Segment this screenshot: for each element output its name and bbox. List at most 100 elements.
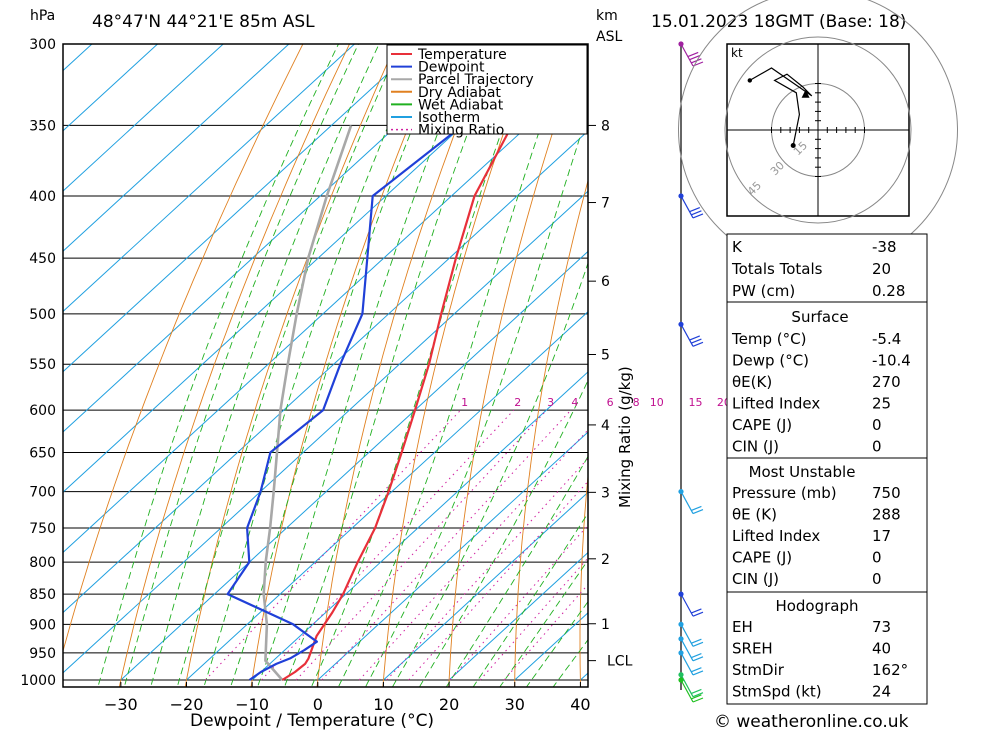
most-unstable-row-value: 17: [872, 527, 891, 545]
mixing-ratio-line-3: [295, 409, 547, 681]
wind-barb: [680, 195, 704, 219]
surface-row-label: Dewp (°C): [732, 352, 809, 370]
mixing-ratio-label-10: 10: [650, 396, 664, 409]
hodograph-table-title: Hodograph: [775, 597, 858, 615]
totals-totals-value: 20: [872, 260, 891, 278]
legend-box: [386, 44, 588, 135]
pressure-tick-label: 700: [29, 485, 56, 501]
legend-label: Dry Adiabat: [418, 85, 501, 101]
dry-adiabat: [579, 471, 588, 687]
dry-adiabat: [184, 44, 397, 687]
most-unstable-row-value: 750: [872, 484, 901, 502]
hodograph-end-dot: [747, 78, 752, 83]
dry-adiabat: [382, 44, 537, 687]
wet-adiabat: [391, 261, 588, 687]
isotherm: [317, 431, 588, 681]
temperature-line: [281, 44, 563, 681]
pressure-tick-label: 400: [29, 189, 56, 205]
km-tick-label: 1: [601, 617, 610, 633]
hodograph-ring: [724, 36, 912, 224]
surface-title: Surface: [791, 308, 848, 326]
surface-row-label: Temp (°C): [731, 330, 806, 348]
plot-frame: [62, 43, 589, 688]
x-tick-label: −20: [170, 695, 204, 714]
km-tick-label: 7: [601, 196, 610, 212]
km-tick-label: 8: [601, 118, 610, 134]
hodograph-unit: kt: [731, 46, 743, 60]
km-unit-label: km: [596, 8, 618, 24]
wind-barb: [680, 652, 704, 676]
most-unstable-row-label: CAPE (J): [732, 549, 792, 567]
hodograph-row-label: StmSpd (kt): [732, 683, 822, 701]
wet-adiabat: [525, 600, 588, 687]
wet-adiabat: [123, 44, 359, 687]
wet-adiabat: [337, 44, 571, 687]
pressure-tick-label: 550: [29, 357, 56, 373]
pressure-tick-label: 450: [29, 251, 56, 267]
most-unstable-row-label: Pressure (mb): [732, 484, 837, 502]
pressure-tick-label: 300: [29, 37, 56, 53]
surface-table: [726, 301, 928, 459]
mixing-ratio-line-2: [261, 409, 515, 681]
plot-background: [63, 44, 588, 687]
hodograph-row-value: 162°: [872, 661, 908, 679]
km-tick-label: 6: [601, 274, 610, 290]
mixing-ratio-line-4: [321, 409, 572, 681]
hodograph-row-label: EH: [732, 618, 753, 636]
hodograph-table: [726, 591, 928, 705]
dry-adiabat: [316, 44, 490, 687]
isotherm: [63, 190, 588, 674]
isotherm: [63, 44, 159, 132]
x-tick-label: 30: [505, 695, 525, 714]
hodograph-row-value: 40: [872, 640, 891, 658]
wet-adiabat: [256, 44, 474, 687]
surface-rows: Temp (°C) -5.4 Dewp (°C) -10.4 θE(K) 270 Lifte…: [731, 330, 911, 456]
plot-labels: 1234681015202530035040045050055060065070…: [20, 37, 753, 714]
hodograph-start-dot: [790, 143, 796, 148]
mixing-ratio-label-6: 6: [607, 396, 614, 409]
isotherm: [63, 44, 290, 252]
wind-barb: [680, 593, 704, 617]
most-unstable-row-label: CIN (J): [732, 570, 779, 588]
surface-row-label: θE(K): [732, 373, 772, 391]
legend-label: Temperature: [417, 47, 507, 63]
pressure-unit-label: hPa: [30, 8, 55, 24]
most-unstable-row-label: θE (K): [732, 506, 777, 524]
surface-row-value: -10.4: [872, 352, 911, 370]
km-tick-label: 3: [601, 485, 610, 501]
pressure-tick-label: 850: [29, 587, 56, 603]
most-unstable-row-value: 0: [872, 570, 882, 588]
k-index-value: -38: [872, 238, 897, 256]
legend-label: Dewpoint: [418, 60, 485, 76]
wind-barb: [680, 679, 704, 703]
mixing-ratio-line-6: [358, 429, 588, 681]
wet-adiabat: [150, 44, 380, 687]
hodograph-trace: [749, 67, 813, 146]
pressure-tick-label: 650: [29, 445, 56, 461]
surface-row-value: -5.4: [872, 330, 901, 348]
mixing-ratio-label-1: 1: [461, 396, 468, 409]
pressure-tick-label: 750: [29, 521, 56, 537]
wind-profile: [678, 41, 704, 703]
surface-row-value: 0: [872, 416, 882, 434]
dry-adiabat: [63, 44, 304, 653]
mixing-ratio-label-4: 4: [571, 396, 578, 409]
pressure-tick-label: 500: [29, 307, 56, 323]
location-title: 48°47'N 44°21'E 85m ASL: [92, 12, 315, 32]
surface-row-label: CAPE (J): [732, 416, 792, 434]
pressure-tick-label: 800: [29, 555, 56, 571]
mixing-ratio-line-1: [204, 409, 461, 681]
most-unstable-row-label: Lifted Index: [732, 527, 820, 545]
legend-label: Mixing Ratio: [418, 123, 504, 139]
hodograph-rows: EH 73 SREH 40 StmDir 162° StmSpd (kt) 24: [732, 618, 908, 701]
totals-totals-label: Totals Totals: [731, 260, 823, 278]
wet-adiabat: [203, 44, 424, 687]
isotherm: [63, 130, 588, 614]
hodograph-row-label: SREH: [732, 640, 773, 658]
dry-adiabat: [514, 179, 588, 687]
pw-value: 0.28: [872, 282, 905, 300]
wind-barb: [680, 491, 704, 515]
